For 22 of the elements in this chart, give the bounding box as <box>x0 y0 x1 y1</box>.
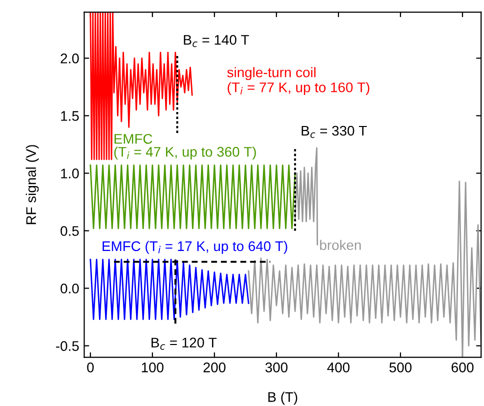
series-label: B$_{c}$ = 120 T <box>152 338 217 350</box>
x-tick-label: 200 <box>204 362 226 372</box>
series-label: B$_{c}$ = 330 T <box>302 126 367 138</box>
y-tick-label: 2.0 <box>60 54 79 64</box>
y-tick-label: 0.0 <box>60 284 79 294</box>
x-tick-label: 0 <box>87 362 94 372</box>
y-tick-label: 0.5 <box>60 226 79 236</box>
x-tick-label: 600 <box>452 362 474 372</box>
x-axis-title: B (T) <box>268 392 298 405</box>
y-tick-label: 1.0 <box>61 168 79 178</box>
series-label: EMFC (T$_{i}$ = 47 K, up to 360 T) <box>114 134 256 160</box>
y-tick-label: -0.5 <box>56 341 79 351</box>
x-tick-label: 400 <box>327 362 350 372</box>
y-axis-title: RF signal (V) <box>26 145 39 224</box>
x-tick-label: 500 <box>389 362 412 372</box>
series-label: B$_{c}$ = 140 T <box>184 34 249 48</box>
y-tick-label: 1.5 <box>61 111 79 121</box>
x-tick-label: 300 <box>265 362 288 372</box>
series-label: EMFC (T$_{i}$ = 17 K, up to 640 T) <box>102 240 288 254</box>
x-tick-label: 100 <box>142 362 164 372</box>
series-label: broken <box>320 240 361 250</box>
text: single-turn coil (T$_{i}$ = 77 K, up to 160 T) <box>227 67 370 96</box>
